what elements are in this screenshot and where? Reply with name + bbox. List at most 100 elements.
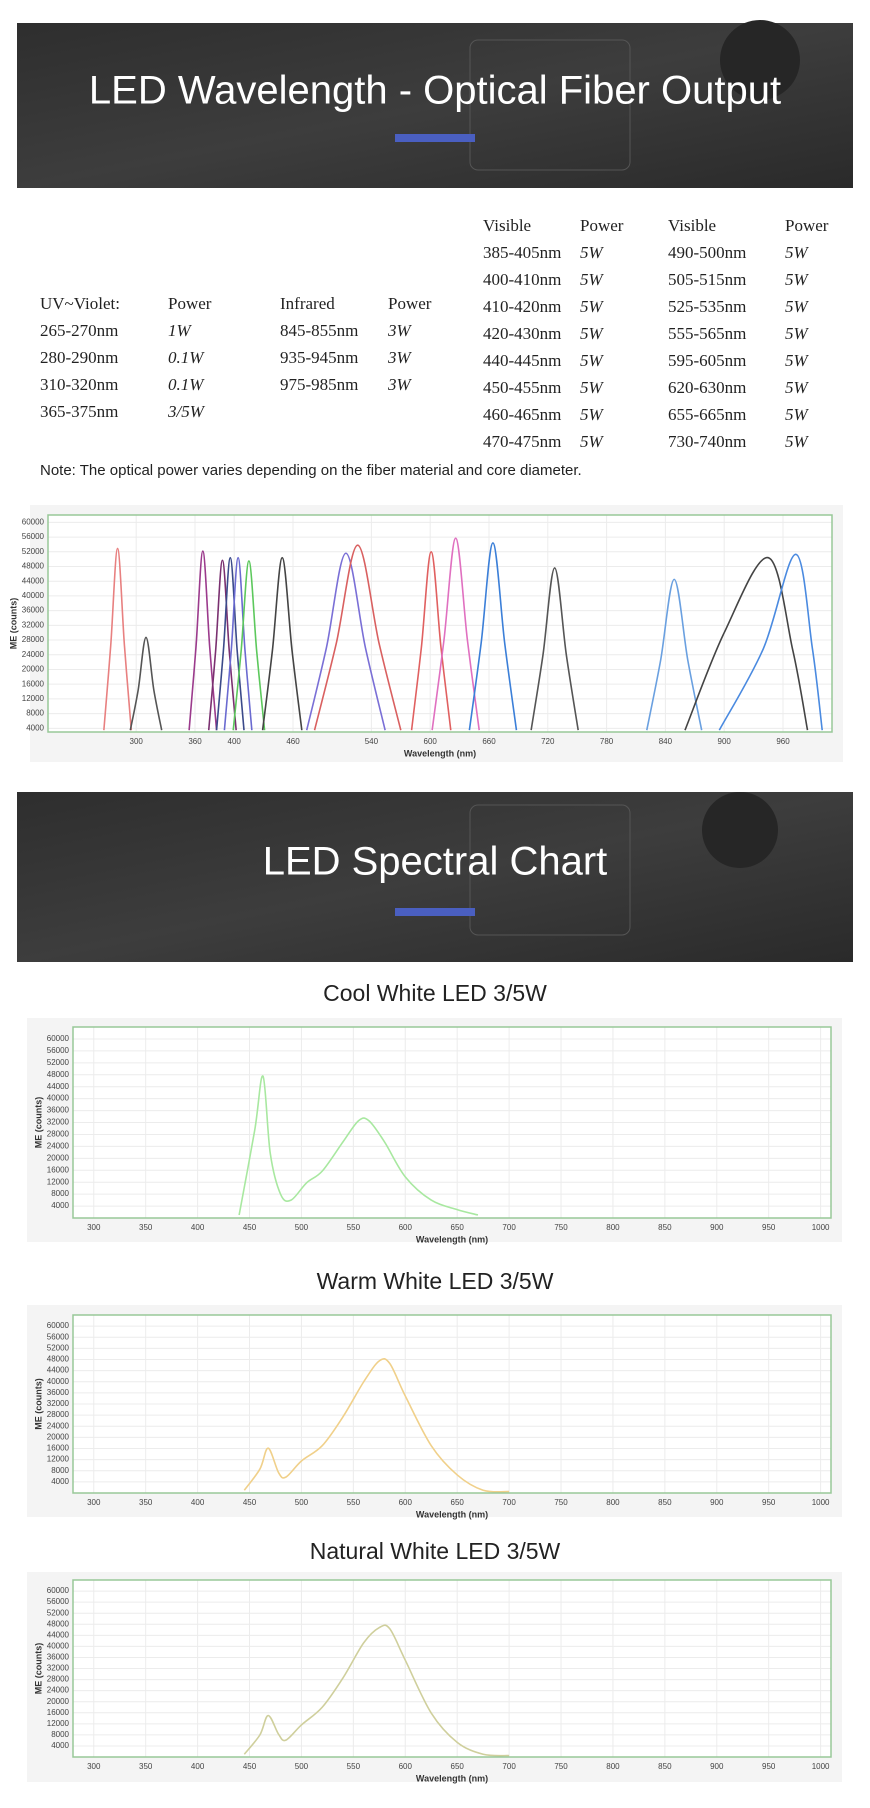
table-header: Power bbox=[580, 216, 624, 235]
x-tick-label: 950 bbox=[762, 1223, 776, 1232]
decoration bbox=[720, 20, 800, 100]
table-cell: 450-455nm bbox=[483, 378, 561, 397]
x-tick-label: 400 bbox=[191, 1223, 205, 1232]
x-tick-label: 500 bbox=[295, 1762, 309, 1771]
x-tick-label: 1000 bbox=[812, 1223, 830, 1232]
table-cell: 3W bbox=[387, 348, 413, 367]
y-tick-label: 32000 bbox=[47, 1664, 70, 1673]
x-tick-label: 400 bbox=[191, 1762, 205, 1771]
y-tick-label: 56000 bbox=[47, 1046, 70, 1055]
spectrum-line bbox=[232, 560, 266, 731]
table-cell: 5W bbox=[785, 378, 810, 397]
y-tick-label: 12000 bbox=[47, 1719, 70, 1728]
x-tick-label: 600 bbox=[399, 1762, 413, 1771]
table-cell: 5W bbox=[580, 351, 605, 370]
plot-area bbox=[48, 515, 832, 732]
chart: Natural White LED 3/5W 4000 8000 12000 16000… bbox=[27, 1538, 842, 1783]
y-tick-label: 12000 bbox=[22, 694, 45, 703]
x-tick-label: 450 bbox=[243, 1762, 257, 1771]
x-tick-label: 400 bbox=[228, 737, 242, 746]
table-cell: 460-465nm bbox=[483, 405, 561, 424]
y-tick-label: 24000 bbox=[22, 650, 45, 659]
y-tick-label: 32000 bbox=[22, 620, 45, 629]
x-tick-label: 450 bbox=[243, 1223, 257, 1232]
table-cell: 490-500nm bbox=[668, 243, 746, 262]
plot-border bbox=[72, 1026, 832, 1219]
y-tick-label: 40000 bbox=[47, 1377, 70, 1386]
table-header: Visible bbox=[668, 216, 716, 235]
banner: LED Spectral Chart bbox=[17, 792, 853, 962]
x-tick-label: 300 bbox=[87, 1762, 101, 1771]
x-tick-label: 950 bbox=[762, 1762, 776, 1771]
spectrum-line bbox=[410, 550, 452, 731]
x-tick-label: 850 bbox=[658, 1762, 672, 1771]
table-cell: 3/5W bbox=[167, 402, 206, 421]
table-cell: 0.1W bbox=[168, 375, 205, 394]
y-tick-label: 44000 bbox=[47, 1630, 70, 1639]
table-cell: 5W bbox=[580, 243, 605, 262]
x-tick-label: 500 bbox=[295, 1498, 309, 1507]
banner-background bbox=[17, 23, 853, 188]
x-tick-label: 350 bbox=[139, 1498, 153, 1507]
table-cell: 5W bbox=[785, 432, 810, 451]
y-tick-label: 36000 bbox=[47, 1388, 70, 1397]
table-cell: 5W bbox=[580, 378, 605, 397]
spectrum-line bbox=[238, 1075, 479, 1216]
y-tick-label: 48000 bbox=[47, 1355, 70, 1364]
y-tick-label: 8000 bbox=[51, 1189, 69, 1198]
x-axis-label: Wavelength (nm) bbox=[404, 748, 476, 758]
x-tick-label: 1000 bbox=[812, 1498, 830, 1507]
y-tick-label: 20000 bbox=[47, 1432, 70, 1441]
note: Note: The optical power varies depending… bbox=[40, 462, 582, 479]
y-tick-label: 4000 bbox=[51, 1201, 69, 1210]
table-cell: 845-855nm bbox=[280, 321, 358, 340]
x-tick-label: 800 bbox=[606, 1762, 620, 1771]
spectrum-line bbox=[718, 553, 823, 731]
y-tick-label: 20000 bbox=[22, 665, 45, 674]
chart: Warm White LED 3/5W 4000 8000 12000 16000 200… bbox=[27, 1268, 842, 1519]
spectrum-line bbox=[207, 559, 237, 731]
series-group bbox=[103, 537, 823, 731]
plot-border bbox=[72, 1314, 832, 1494]
y-tick-label: 24000 bbox=[47, 1686, 70, 1695]
spec-table: Infrared Power 845-855nm 3W 935-945nm 3W 975-9… bbox=[280, 294, 432, 394]
x-tick-label: 800 bbox=[606, 1498, 620, 1507]
x-tick-label: 800 bbox=[606, 1223, 620, 1232]
table-cell: 470-475nm bbox=[483, 432, 561, 451]
table-cell: 1W bbox=[168, 321, 193, 340]
table-header: Visible bbox=[483, 216, 531, 235]
spectrum-line bbox=[305, 552, 386, 731]
y-tick-label: 28000 bbox=[47, 1675, 70, 1684]
y-tick-label: 12000 bbox=[47, 1177, 70, 1186]
table-header: Power bbox=[388, 294, 432, 313]
y-tick-label: 60000 bbox=[47, 1321, 70, 1330]
y-tick-label: 60000 bbox=[22, 517, 45, 526]
chart: Cool White LED 3/5W 4000 8000 12000 16000 200… bbox=[27, 980, 842, 1244]
y-tick-label: 48000 bbox=[22, 562, 45, 571]
table-cell: 525-535nm bbox=[668, 297, 746, 316]
y-tick-label: 60000 bbox=[47, 1034, 70, 1043]
x-tick-label: 540 bbox=[365, 737, 379, 746]
x-axis-label: Wavelength (nm) bbox=[416, 1509, 488, 1519]
y-tick-label: 44000 bbox=[47, 1082, 70, 1091]
table-cell: 0.1W bbox=[168, 348, 205, 367]
x-tick-label: 300 bbox=[87, 1498, 101, 1507]
x-tick-label: 900 bbox=[710, 1223, 724, 1232]
y-tick-label: 56000 bbox=[47, 1597, 70, 1606]
y-tick-label: 44000 bbox=[47, 1366, 70, 1375]
series-group bbox=[243, 1357, 510, 1493]
y-axis-label: ME (counts) bbox=[33, 1378, 43, 1430]
plot-border bbox=[72, 1579, 832, 1758]
table-cell: 5W bbox=[785, 297, 810, 316]
x-tick-label: 700 bbox=[502, 1762, 516, 1771]
y-tick-label: 4000 bbox=[26, 723, 44, 732]
spectrum-line bbox=[261, 556, 303, 731]
table-cell: 3W bbox=[387, 375, 413, 394]
spectrum-line bbox=[223, 556, 253, 731]
y-tick-label: 4000 bbox=[51, 1477, 69, 1486]
y-tick-label: 52000 bbox=[22, 547, 45, 556]
x-tick-label: 300 bbox=[87, 1223, 101, 1232]
y-tick-label: 40000 bbox=[22, 591, 45, 600]
spectrum-line bbox=[313, 544, 402, 731]
